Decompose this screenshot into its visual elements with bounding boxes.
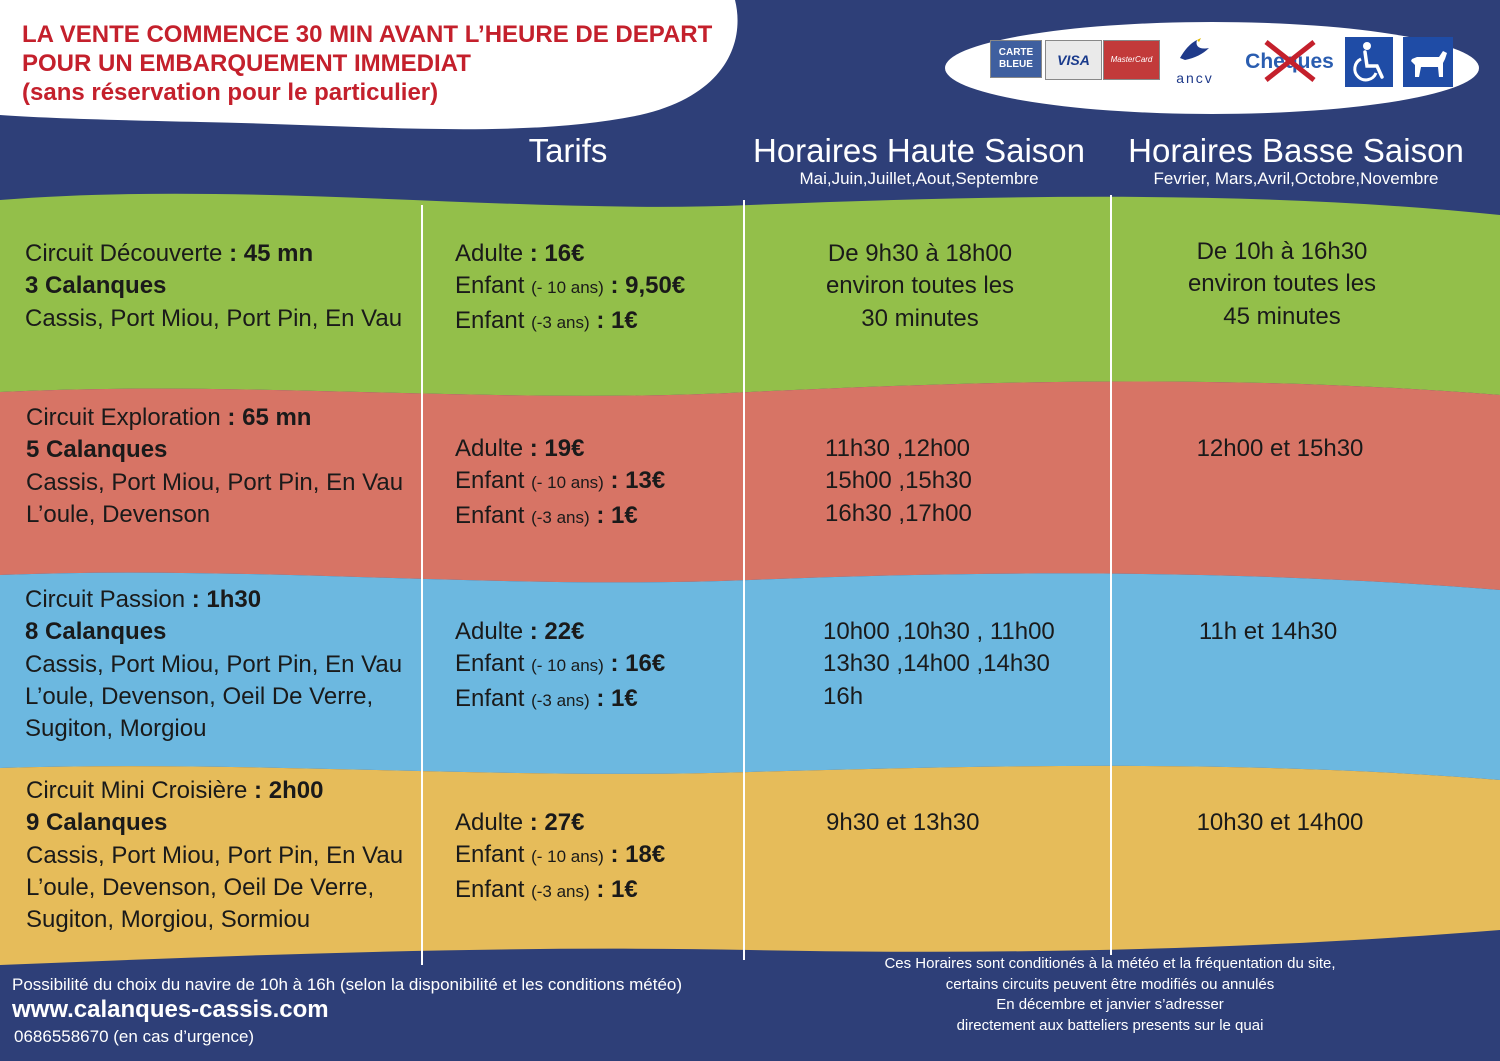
basse-mini-croisiere: 10h30 et 14h00 bbox=[1196, 809, 1364, 836]
basse-decouverte: De 10h à 16h30 environ toutes les 45 min… bbox=[1187, 238, 1377, 330]
divider-1 bbox=[421, 205, 423, 965]
haute-mini-croisiere: 9h30 et 13h30 bbox=[826, 809, 980, 836]
footer-phone: 0686558670 (en cas d’urgence) bbox=[14, 1027, 255, 1046]
tarifs-decouverte: Adulte : 16€ Enfant (- 10 ans) : 9,50€ E… bbox=[455, 240, 686, 334]
band-blue bbox=[0, 572, 1500, 780]
dog-icon bbox=[1403, 37, 1453, 87]
circuit-decouverte: Circuit Découverte : 45 mn 3 Calanques C… bbox=[25, 240, 403, 332]
tarifs-passion: Adulte : 22€ Enfant (- 10 ans) : 16€ Enf… bbox=[455, 618, 666, 712]
tarifs-mini-croisiere: Adulte : 27€ Enfant (- 10 ans) : 18€ Enf… bbox=[455, 809, 666, 903]
cross-icon bbox=[1264, 40, 1316, 82]
ancv-logo: ancv bbox=[1165, 36, 1225, 92]
band-green bbox=[0, 193, 1500, 396]
payment-methods: CARTE BLEUE VISA MasterCard ancv Cheques bbox=[945, 22, 1480, 114]
cheques-logo: Cheques bbox=[1242, 40, 1337, 82]
footer-note: Ces Horaires sont conditionés à la météo… bbox=[884, 955, 1336, 1034]
notice-line-1: LA VENTE COMMENCE 30 MIN AVANT L’HEURE D… bbox=[22, 21, 713, 48]
footer-website[interactable]: www.calanques-cassis.com bbox=[12, 996, 329, 1023]
ancv-label: ancv bbox=[1176, 70, 1214, 86]
sales-notice: LA VENTE COMMENCE 30 MIN AVANT L’HEURE D… bbox=[22, 20, 712, 107]
divider-2 bbox=[743, 200, 745, 960]
circuit-mini-croisiere: Circuit Mini Croisière : 2h00 9 Calanque… bbox=[26, 777, 404, 934]
band-red bbox=[0, 381, 1500, 590]
haute-exploration: 11h30 ,12h00 15h00 ,15h30 16h30 ,17h00 bbox=[825, 435, 972, 527]
footer-choix: Possibilité du choix du navire de 10h à … bbox=[12, 975, 683, 994]
visa-logo: VISA bbox=[1045, 40, 1102, 80]
header-basse-saison: Horaires Basse Saison Fevrier, Mars,Avri… bbox=[1128, 132, 1464, 189]
notice-line-2: POUR UN EMBARQUEMENT IMMEDIAT bbox=[22, 50, 471, 77]
band-yellow bbox=[0, 765, 1500, 965]
ancv-bird-icon bbox=[1180, 38, 1209, 60]
divider-3 bbox=[1110, 195, 1112, 955]
notice-wave bbox=[0, 0, 738, 130]
wheelchair-icon bbox=[1345, 37, 1393, 87]
header-tarifs: Tarifs bbox=[528, 132, 608, 169]
haute-decouverte: De 9h30 à 18h00 environ toutes les 30 mi… bbox=[825, 240, 1015, 332]
header-haute-saison: Horaires Haute Saison Mai,Juin,Juillet,A… bbox=[753, 132, 1085, 189]
carte-bleue-logo: CARTE BLEUE bbox=[990, 40, 1042, 78]
basse-passion: 11h et 14h30 bbox=[1198, 618, 1338, 645]
basse-exploration: 12h00 et 15h30 bbox=[1196, 435, 1364, 462]
haute-passion: 10h00 ,10h30 , 11h00 13h30 ,14h00 ,14h30… bbox=[823, 618, 1055, 710]
circuit-passion: Circuit Passion : 1h30 8 Calanques Cassi… bbox=[25, 586, 403, 743]
mastercard-logo: MasterCard bbox=[1103, 40, 1160, 80]
tarifs-exploration: Adulte : 19€ Enfant (- 10 ans) : 13€ Enf… bbox=[455, 435, 666, 529]
circuit-exploration: Circuit Exploration : 65 mn 5 Calanques … bbox=[26, 404, 404, 528]
notice-line-3: (sans réservation pour le particulier) bbox=[22, 79, 439, 106]
